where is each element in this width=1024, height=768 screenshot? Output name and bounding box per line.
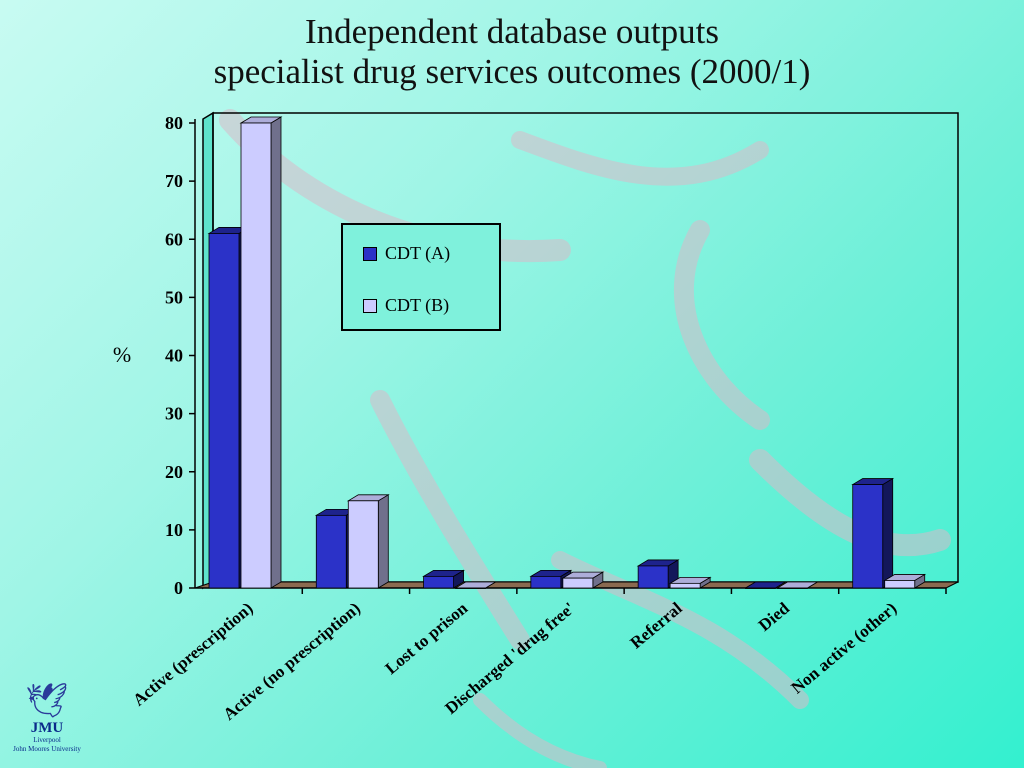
y-axis-label: % [113, 342, 131, 367]
x-category-label: Referral [627, 598, 686, 652]
bar [208, 233, 240, 589]
logo-mark: JMU [30, 720, 64, 736]
bar-side [882, 477, 894, 589]
legend-item-a: CDT (A) [363, 243, 450, 264]
bar [530, 575, 562, 589]
legend-swatch-a [363, 246, 377, 261]
logo-line-2: John Moores University [13, 745, 81, 753]
x-category-label: Lost to prison [382, 598, 472, 678]
bar [347, 500, 379, 589]
y-tick-label: 30 [165, 404, 183, 424]
y-tick-label: 40 [165, 346, 183, 366]
legend-swatch-b [363, 298, 377, 313]
bar [884, 580, 916, 589]
bar [423, 575, 454, 589]
y-tick-label: 60 [165, 229, 183, 249]
slide-title: Independent database outputs specialist … [0, 12, 1024, 92]
y-tick-label: 80 [165, 113, 183, 133]
legend-item-b: CDT (B) [363, 295, 449, 316]
legend-label-a: CDT (A) [385, 243, 451, 263]
y-tick-label: 50 [165, 287, 183, 307]
x-category-label: Died [755, 598, 794, 635]
bar [637, 565, 669, 589]
bar [669, 582, 701, 589]
bar [455, 587, 486, 589]
chart-legend: CDT (A) CDT (B) [341, 223, 501, 331]
legend-label-b: CDT (B) [385, 295, 450, 315]
bar [562, 577, 594, 589]
bar [852, 484, 884, 589]
bar [315, 514, 347, 589]
bar-side [270, 116, 282, 589]
y-tick-label: 20 [165, 462, 183, 482]
bar-side [377, 494, 389, 589]
title-line-1: Independent database outputs [304, 12, 720, 51]
logo-line-1: Liverpool [33, 736, 61, 744]
bar [745, 587, 776, 589]
x-category-label: Non active (other) [788, 599, 901, 698]
university-logo: 🕊 JMU Liverpool John Moores University [6, 684, 88, 764]
y-tick-label: 0 [174, 578, 183, 598]
liver-bird-icon: 🕊 [25, 683, 69, 720]
bar [777, 587, 808, 589]
x-category-label: Active (prescription) [129, 599, 256, 710]
title-line-2: specialist drug services outcomes (2000/… [213, 52, 811, 91]
y-tick-label: 70 [165, 171, 183, 191]
bar [240, 122, 272, 589]
y-tick-label: 10 [165, 520, 183, 540]
